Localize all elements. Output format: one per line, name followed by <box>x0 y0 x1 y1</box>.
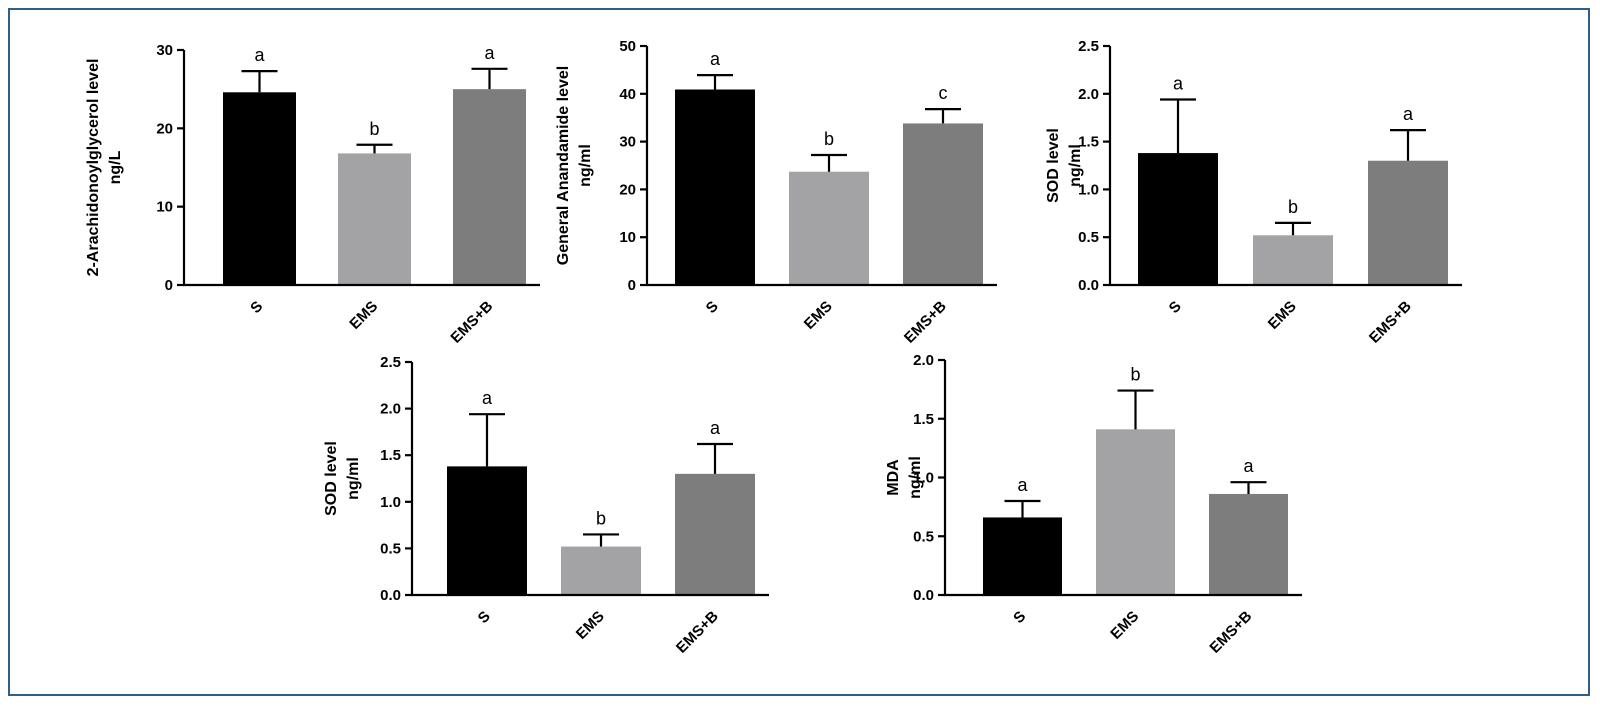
panel2-x-tick-label-2: EMS+B <box>901 298 950 347</box>
panel3-bar-1 <box>1253 235 1333 285</box>
panel1-y-tick-label-0: 0 <box>165 277 173 294</box>
panel4-x-tick-label-2: EMS+B <box>673 608 722 657</box>
panel5-error-bar-2 <box>1230 481 1267 494</box>
panel4-significance-letter-2: a <box>710 418 721 438</box>
panel2-significance-letter-0: a <box>710 49 721 69</box>
panel2-y-tick-label-4: 40 <box>619 86 636 103</box>
panel3-error-bar-1 <box>1275 221 1311 236</box>
panel5-y-tick-label-4: 2.0 <box>913 352 934 369</box>
panel5-x-tick-label-0: S <box>1010 608 1029 627</box>
panel1-y-tick-label-3: 30 <box>156 42 173 59</box>
panel5-significance-letter-1: b <box>1130 365 1140 385</box>
panel5-bar-1 <box>1096 429 1175 595</box>
panel1-y-axis-label-1: ng/L <box>107 150 124 184</box>
panel3-x-tick-label-2: EMS+B <box>1366 298 1415 347</box>
panel2-y-tick-label-3: 30 <box>619 134 636 151</box>
panel3-significance-letter-1: b <box>1288 197 1298 217</box>
panel4-significance-letter-0: a <box>482 388 493 408</box>
panel2-y-tick-label-5: 50 <box>619 38 636 55</box>
panel4-significance-letter-1: b <box>596 508 606 528</box>
panel5-error-bar-1 <box>1117 389 1154 430</box>
panel1-bar-1 <box>338 153 411 285</box>
panel1-error-bar-0 <box>241 70 278 93</box>
panel1-significance-letter-1: b <box>369 119 379 139</box>
panel3-error-bar-0 <box>1160 98 1196 154</box>
panel2-y-axis-label-0: General Anandamide level <box>555 66 572 265</box>
panel2-error-bar-0 <box>697 74 733 90</box>
panel1-x-tick-label-0: S <box>247 298 266 317</box>
panel1-bar-0 <box>223 92 296 285</box>
panel1-bar-2 <box>453 89 526 286</box>
panel3-y-tick-label-4: 2.0 <box>1078 86 1099 103</box>
panel2-bar-1 <box>789 171 869 285</box>
panel5-significance-letter-0: a <box>1017 475 1028 495</box>
panel4-y-axis-label-1: ng/ml <box>345 457 362 500</box>
panel3-x-tick-label-1: EMS <box>1265 298 1300 333</box>
panel2-y-axis-label-1: ng/ml <box>577 144 594 187</box>
panel1-error-bar-2 <box>471 67 508 90</box>
panel2-y-tick-label-1: 10 <box>619 229 636 246</box>
panel5-y-tick-label-2: 1.0 <box>913 470 934 487</box>
panel2-error-bar-2 <box>925 107 961 124</box>
panel3-y-tick-label-1: 0.5 <box>1078 229 1099 246</box>
panel4-bar-0 <box>447 466 527 595</box>
panel2-bar-0 <box>675 89 755 285</box>
panel2-x-tick-label-1: EMS <box>801 298 836 333</box>
panel5-significance-letter-2: a <box>1243 456 1254 476</box>
panel2-bar-2 <box>903 123 983 285</box>
panel4-y-axis-label-0: SOD level <box>323 441 340 516</box>
panel4-error-bar-0 <box>469 413 505 467</box>
panel3-error-bar-2 <box>1390 129 1426 161</box>
panel4-y-tick-label-0: 0.0 <box>380 587 401 604</box>
panel5-y-tick-label-0: 0.0 <box>913 587 934 604</box>
panel3-y-tick-label-5: 2.5 <box>1078 38 1099 55</box>
panel4-error-bar-2 <box>697 442 733 474</box>
panel5-bar-0 <box>983 517 1062 595</box>
panel2-x-tick-label-0: S <box>703 298 722 317</box>
panel3-y-axis-label-0: SOD level <box>1045 128 1062 203</box>
panel5-y-tick-label-1: 0.5 <box>913 528 934 545</box>
panel1-y-tick-label-1: 10 <box>156 199 173 216</box>
panel4-x-tick-label-1: EMS <box>573 608 608 643</box>
panel3-x-tick-label-0: S <box>1166 298 1185 317</box>
panel5-y-tick-label-3: 1.5 <box>913 411 934 428</box>
panel3-significance-letter-2: a <box>1403 104 1414 124</box>
panel5-x-tick-label-1: EMS <box>1107 608 1142 643</box>
panel1-significance-letter-2: a <box>484 43 495 63</box>
panel4-y-tick-label-2: 1.0 <box>380 494 401 511</box>
panel5-y-axis-label-1: ng/ml <box>907 456 924 499</box>
panel5-y-axis-label-0: MDA <box>885 459 902 496</box>
panel4-y-tick-label-3: 1.5 <box>380 447 401 464</box>
panel2-significance-letter-1: b <box>824 129 834 149</box>
panel4-bar-2 <box>675 473 755 595</box>
panel2-y-tick-label-2: 20 <box>619 181 636 198</box>
panel3-y-tick-label-2: 1.0 <box>1078 181 1099 198</box>
panel3-y-tick-label-0: 0.0 <box>1078 277 1099 294</box>
panel4-y-tick-label-4: 2.0 <box>380 401 401 418</box>
panel1-y-axis-label-0: 2-Arachidonoylglycerol level <box>85 59 102 277</box>
panel5-x-tick-label-2: EMS+B <box>1206 608 1255 657</box>
panel5-bar-2 <box>1209 493 1288 595</box>
panel4-bar-1 <box>561 546 641 595</box>
panel4-y-tick-label-5: 2.5 <box>380 354 401 371</box>
panel3-y-axis-label-1: ng/ml <box>1067 144 1084 187</box>
panel5-error-bar-0 <box>1004 499 1041 518</box>
panel3-y-tick-label-3: 1.5 <box>1078 134 1099 151</box>
panel1-x-tick-label-1: EMS <box>346 298 381 333</box>
panel1-error-bar-1 <box>356 143 393 154</box>
panel4-error-bar-1 <box>583 533 619 547</box>
panel4-x-tick-label-0: S <box>475 608 494 627</box>
panel3-significance-letter-0: a <box>1173 74 1184 94</box>
panel2-y-tick-label-0: 0 <box>628 277 636 294</box>
panel1-y-tick-label-2: 20 <box>156 120 173 137</box>
panel4-y-tick-label-1: 0.5 <box>380 540 401 557</box>
panel1-x-tick-label-2: EMS+B <box>447 298 496 347</box>
panel3-bar-0 <box>1138 153 1218 285</box>
panel2-error-bar-1 <box>811 153 847 172</box>
panel2-significance-letter-2: c <box>939 83 948 103</box>
panel1-significance-letter-0: a <box>254 45 265 65</box>
panel3-bar-2 <box>1368 160 1448 285</box>
